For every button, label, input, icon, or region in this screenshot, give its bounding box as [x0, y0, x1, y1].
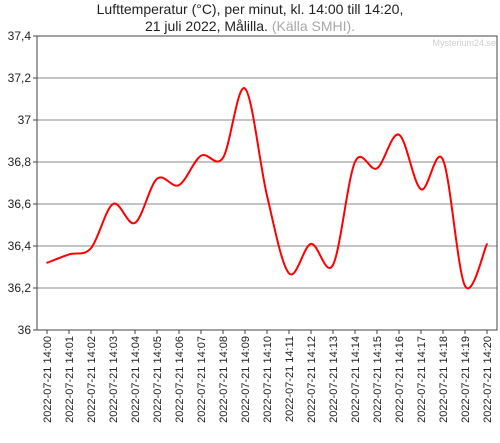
data-point — [222, 157, 224, 159]
x-tick-label: 2022-07-21 14:13 — [328, 336, 340, 423]
y-tick-label: 36,4 — [8, 239, 32, 253]
x-tick-label: 2022-07-21 14:09 — [240, 336, 252, 423]
data-point — [310, 243, 312, 245]
x-axis-ticks: 2022-07-21 14:00 2022-07-21 14:01 2022-07-… — [42, 330, 494, 423]
x-tick-label: 2022-07-21 14:01 — [64, 336, 76, 423]
data-point — [398, 133, 400, 136]
data-point — [200, 154, 202, 157]
data-point — [376, 167, 378, 170]
data-point — [288, 272, 290, 275]
x-tick-label: 2022-07-21 14:00 — [42, 336, 54, 423]
plot-frame — [36, 35, 498, 331]
data-point — [156, 178, 158, 180]
title-source: (Källa SMHI). — [271, 18, 356, 34]
data-point — [90, 247, 92, 249]
data-point — [464, 285, 466, 287]
x-tick-label: 2022-07-21 14:04 — [130, 336, 142, 423]
title-line-1: Lufttemperatur (°C), per minut, kl. 14:0… — [96, 1, 404, 17]
x-tick-label: 2022-07-21 14:12 — [306, 336, 318, 423]
x-tick-label: 2022-07-21 14:20 — [482, 336, 494, 423]
data-point — [266, 194, 268, 197]
temperature-line — [46, 87, 488, 290]
y-axis-ticks: 36 36,2 36,4 36,6 36,8 37 37,2 37,4 — [8, 29, 37, 337]
data-point — [178, 184, 180, 186]
x-tick-label: 2022-07-21 14:11 — [284, 336, 296, 422]
x-tick-label: 2022-07-21 14:14 — [350, 336, 362, 423]
data-point — [46, 262, 48, 264]
x-tick-label: 2022-07-21 14:06 — [174, 336, 186, 423]
chart-title: Lufttemperatur (°C), per minut, kl. 14:0… — [0, 1, 500, 35]
x-tick-label: 2022-07-21 14:03 — [108, 336, 120, 423]
title-place: 21 juli 2022, Målilla. — [144, 18, 268, 34]
x-tick-label: 2022-07-21 14:19 — [460, 336, 472, 423]
x-tick-label: 2022-07-21 14:02 — [86, 336, 98, 423]
y-tick-label: 37,4 — [8, 29, 32, 43]
data-point — [332, 264, 334, 266]
data-point — [134, 222, 136, 224]
data-point — [354, 161, 356, 163]
y-tick-label: 36,2 — [8, 281, 32, 295]
data-point — [442, 159, 444, 161]
series-layer — [46, 87, 488, 290]
y-tick-label: 36 — [18, 323, 32, 337]
data-point — [486, 243, 488, 245]
x-tick-label: 2022-07-21 14:17 — [416, 336, 428, 423]
y-tick-label: 37,2 — [8, 71, 32, 85]
y-tick-label: 36,8 — [8, 155, 32, 169]
x-tick-label: 2022-07-21 14:10 — [262, 336, 274, 423]
y-tick-label: 37 — [18, 113, 32, 127]
axes — [36, 35, 498, 331]
x-tick-label: 2022-07-21 14:16 — [394, 336, 406, 423]
watermark: Mysterium24.se — [432, 38, 496, 48]
data-point — [112, 203, 114, 205]
data-point — [68, 253, 70, 256]
x-tick-label: 2022-07-21 14:05 — [152, 336, 164, 423]
title-line-2: 21 juli 2022, Målilla. (Källa SMHI). — [0, 18, 500, 35]
x-tick-label: 2022-07-21 14:07 — [196, 336, 208, 423]
y-tick-label: 36,6 — [8, 197, 32, 211]
x-tick-label: 2022-07-21 14:15 — [372, 336, 384, 423]
x-tick-label: 2022-07-21 14:08 — [218, 336, 230, 423]
data-point — [420, 188, 422, 191]
x-tick-label: 2022-07-21 14:18 — [438, 336, 450, 423]
data-point — [244, 87, 246, 90]
